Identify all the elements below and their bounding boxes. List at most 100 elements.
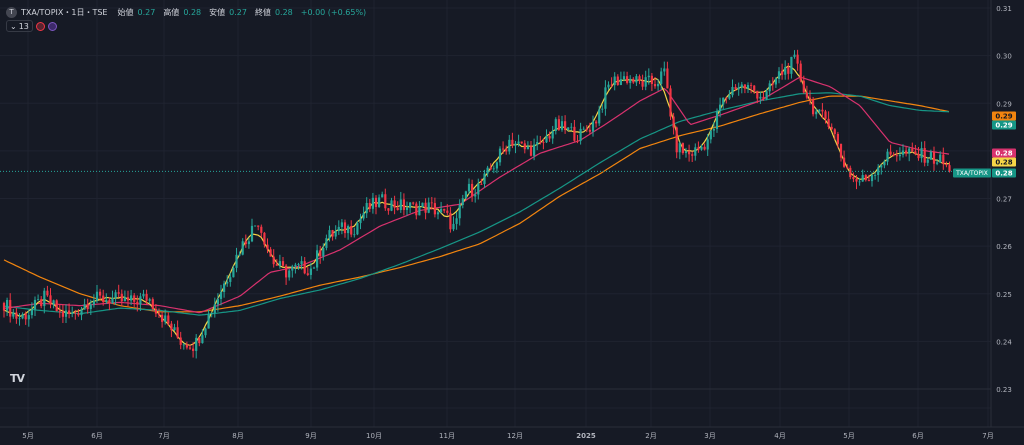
candle-body xyxy=(923,147,926,163)
candle-body xyxy=(715,111,719,130)
candle-body xyxy=(591,121,595,132)
candle-body xyxy=(883,161,886,166)
candle-body xyxy=(492,168,495,170)
candle-body xyxy=(452,223,455,230)
candle-body xyxy=(588,129,591,132)
candle-body xyxy=(824,111,827,119)
candle-body xyxy=(269,249,272,257)
candle-body xyxy=(691,154,694,156)
candle-body xyxy=(309,268,312,275)
candle-body xyxy=(849,167,852,178)
candle-body xyxy=(185,344,188,348)
candle-body xyxy=(709,130,712,140)
candle-body xyxy=(374,197,378,207)
candle-body xyxy=(808,97,812,100)
candle-body xyxy=(663,68,666,72)
candle-body xyxy=(706,139,709,150)
candle-body xyxy=(684,151,688,154)
symbol-title[interactable]: TXA/TOPIX・1日・TSE xyxy=(21,7,108,17)
time-tick-label: 2025 xyxy=(576,432,596,440)
candle-body xyxy=(250,225,254,242)
time-tick-label: 5月 xyxy=(843,432,854,440)
candle-body xyxy=(743,84,746,89)
candle-body xyxy=(601,108,604,110)
candle-body xyxy=(911,148,914,152)
candle-body xyxy=(55,300,58,312)
candle-body xyxy=(58,311,61,312)
candle-body xyxy=(771,83,774,85)
price-badge-label: 0.29 xyxy=(995,122,1012,130)
candle-body xyxy=(948,165,951,172)
candle-body xyxy=(874,175,877,176)
candle-body xyxy=(905,150,908,154)
candle-body xyxy=(285,265,288,278)
candle-body xyxy=(49,295,52,305)
candle-body xyxy=(340,222,343,227)
candle-body xyxy=(880,165,883,168)
candle-body xyxy=(805,92,808,98)
candle-body xyxy=(126,297,130,301)
candle-body xyxy=(864,175,867,181)
candle-body xyxy=(24,314,27,320)
candle-body xyxy=(929,151,932,160)
candle-body xyxy=(700,146,703,150)
candle-body xyxy=(629,78,632,83)
candle-body xyxy=(133,295,136,302)
low-value: 0.27 xyxy=(229,7,247,17)
candle-body xyxy=(424,202,427,213)
candle-body xyxy=(892,154,895,156)
purple-indicator-icon[interactable] xyxy=(47,21,57,31)
candle-body xyxy=(312,267,316,269)
candle-body xyxy=(722,97,725,105)
time-tick-label: 12月 xyxy=(507,432,523,440)
candle-body xyxy=(6,299,9,311)
candle-body xyxy=(157,313,161,315)
candle-body xyxy=(731,86,734,96)
candle-body xyxy=(579,128,582,141)
candle-body xyxy=(548,135,551,139)
ma-orange-line xyxy=(3,95,950,313)
indicators-toggle[interactable]: ⌄ 13 xyxy=(6,20,33,32)
candle-body xyxy=(52,300,55,305)
candle-body xyxy=(833,129,836,134)
candle-body xyxy=(117,292,120,294)
candle-body xyxy=(505,149,508,152)
candle-body xyxy=(328,230,331,239)
symbol-icon[interactable]: T xyxy=(6,6,17,18)
candle-body xyxy=(139,296,142,305)
candle-body xyxy=(858,181,861,183)
candle-body xyxy=(381,194,384,198)
candle-body xyxy=(480,183,483,185)
candle-body xyxy=(322,247,325,257)
time-tick-label: 8月 xyxy=(232,432,243,440)
candle-body xyxy=(666,68,669,89)
price-badge xyxy=(992,148,1016,158)
candle-body xyxy=(461,198,464,206)
candle-body xyxy=(294,264,297,267)
price-tick-label: 0.30 xyxy=(996,53,1012,61)
candle-body xyxy=(570,126,573,128)
price-tick-label: 0.26 xyxy=(996,243,1012,251)
candle-body xyxy=(827,118,830,127)
candle-body xyxy=(288,270,291,278)
candle-body xyxy=(495,162,498,169)
candle-body xyxy=(409,202,412,208)
candle-body xyxy=(697,147,700,150)
candle-body xyxy=(331,230,334,237)
red-indicator-icon[interactable] xyxy=(35,21,45,31)
candle-body xyxy=(449,212,452,230)
price-tick-label: 0.31 xyxy=(996,5,1012,13)
price-axis[interactable]: 0.31 0.30 0.29 0.28 0.27 0.26 0.25 0.24 0.23 xyxy=(996,5,1012,394)
candle-body xyxy=(551,131,554,139)
candle-body xyxy=(92,300,95,305)
candle-body xyxy=(464,191,467,199)
open-label: 始値 xyxy=(117,7,134,17)
candle-body xyxy=(356,223,359,235)
time-axis[interactable]: 5月 6月 7月 8月 9月 10月 11月 12月 2025 2月 3月 4月 5月 6月 7月 xyxy=(22,432,993,440)
candle-body xyxy=(765,91,768,99)
candle-body xyxy=(632,78,635,83)
candle-body xyxy=(27,315,30,320)
candle-body xyxy=(610,84,613,86)
candle-body xyxy=(557,119,560,130)
